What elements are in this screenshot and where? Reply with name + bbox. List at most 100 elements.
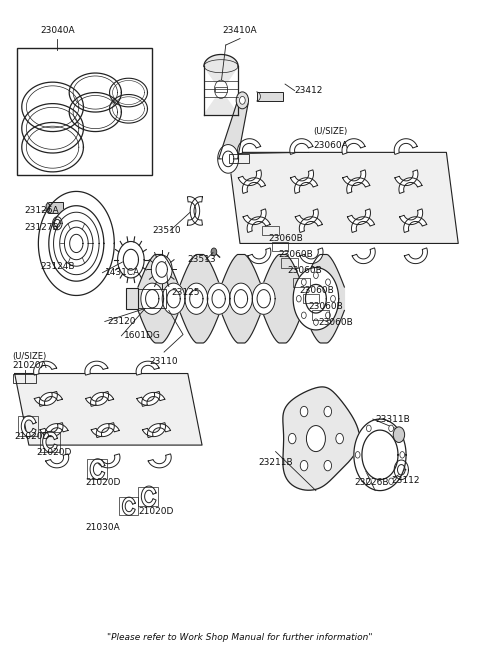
Polygon shape bbox=[147, 424, 170, 438]
Polygon shape bbox=[293, 268, 339, 330]
Bar bbox=[216, 87, 227, 92]
Text: 21030A: 21030A bbox=[86, 523, 120, 532]
Polygon shape bbox=[97, 454, 120, 468]
Polygon shape bbox=[21, 416, 36, 437]
Polygon shape bbox=[54, 213, 99, 275]
Bar bbox=[138, 289, 167, 308]
Polygon shape bbox=[14, 373, 202, 445]
Text: 21020D: 21020D bbox=[36, 448, 72, 457]
Text: 23110: 23110 bbox=[150, 358, 179, 366]
Polygon shape bbox=[137, 392, 160, 405]
Polygon shape bbox=[219, 104, 248, 159]
Text: 23124B: 23124B bbox=[41, 262, 75, 271]
Polygon shape bbox=[204, 54, 238, 115]
Polygon shape bbox=[207, 283, 230, 314]
Polygon shape bbox=[395, 170, 418, 186]
Polygon shape bbox=[228, 152, 458, 243]
Polygon shape bbox=[162, 283, 185, 314]
Polygon shape bbox=[151, 255, 172, 284]
Polygon shape bbox=[239, 170, 261, 186]
Text: 23211B: 23211B bbox=[258, 458, 293, 467]
Polygon shape bbox=[46, 203, 49, 213]
Polygon shape bbox=[46, 454, 69, 468]
Polygon shape bbox=[141, 486, 156, 507]
Polygon shape bbox=[85, 361, 108, 375]
Polygon shape bbox=[295, 209, 318, 224]
Polygon shape bbox=[148, 454, 171, 468]
Circle shape bbox=[331, 295, 336, 302]
Text: 23412: 23412 bbox=[295, 86, 323, 95]
Circle shape bbox=[389, 425, 394, 432]
Text: 23510: 23510 bbox=[152, 226, 181, 235]
Polygon shape bbox=[247, 216, 270, 232]
Bar bbox=[48, 203, 63, 213]
Polygon shape bbox=[141, 283, 164, 314]
Polygon shape bbox=[64, 227, 88, 260]
Bar bbox=[302, 294, 319, 303]
Circle shape bbox=[301, 279, 306, 285]
Circle shape bbox=[301, 312, 306, 319]
Circle shape bbox=[366, 425, 371, 432]
Circle shape bbox=[400, 451, 405, 458]
Polygon shape bbox=[91, 422, 114, 437]
Circle shape bbox=[313, 319, 318, 325]
Text: 23125: 23125 bbox=[171, 288, 200, 297]
Text: "Please refer to Work Shop Manual for further information": "Please refer to Work Shop Manual for fu… bbox=[107, 632, 373, 642]
Bar bbox=[18, 417, 38, 436]
Bar bbox=[87, 459, 107, 479]
Circle shape bbox=[336, 434, 343, 443]
Polygon shape bbox=[118, 241, 144, 278]
Polygon shape bbox=[187, 197, 200, 225]
Polygon shape bbox=[35, 392, 57, 405]
Polygon shape bbox=[91, 392, 114, 406]
Text: 23410A: 23410A bbox=[223, 26, 257, 35]
Polygon shape bbox=[394, 460, 408, 480]
Text: 21020A: 21020A bbox=[12, 361, 47, 370]
Polygon shape bbox=[362, 430, 398, 480]
Polygon shape bbox=[39, 392, 62, 406]
Bar bbox=[120, 497, 138, 516]
Polygon shape bbox=[257, 290, 270, 308]
Polygon shape bbox=[290, 138, 313, 154]
Polygon shape bbox=[238, 138, 261, 154]
Bar bbox=[281, 258, 298, 268]
Polygon shape bbox=[34, 361, 57, 375]
Text: (U/SIZE): (U/SIZE) bbox=[313, 127, 348, 136]
Text: 23060B: 23060B bbox=[300, 286, 334, 295]
Polygon shape bbox=[49, 206, 104, 281]
Text: 23060B: 23060B bbox=[268, 234, 303, 243]
Circle shape bbox=[211, 248, 217, 256]
Bar bbox=[262, 226, 279, 235]
Polygon shape bbox=[138, 255, 344, 343]
Text: 21020D: 21020D bbox=[86, 478, 121, 487]
Polygon shape bbox=[252, 283, 275, 314]
Circle shape bbox=[240, 96, 245, 104]
Text: 23112: 23112 bbox=[392, 476, 420, 485]
Polygon shape bbox=[283, 387, 360, 490]
Bar bbox=[13, 373, 36, 383]
Polygon shape bbox=[404, 248, 427, 264]
Polygon shape bbox=[38, 192, 114, 295]
Polygon shape bbox=[145, 290, 159, 308]
Polygon shape bbox=[229, 283, 252, 314]
Bar bbox=[40, 432, 60, 451]
Bar bbox=[228, 154, 249, 163]
Polygon shape bbox=[43, 432, 57, 452]
Polygon shape bbox=[96, 424, 119, 438]
Polygon shape bbox=[55, 219, 60, 227]
Polygon shape bbox=[300, 248, 323, 264]
Circle shape bbox=[324, 461, 332, 471]
Polygon shape bbox=[40, 422, 63, 437]
Polygon shape bbox=[300, 216, 322, 232]
Polygon shape bbox=[290, 170, 313, 186]
Polygon shape bbox=[400, 209, 423, 224]
Polygon shape bbox=[347, 178, 370, 194]
Polygon shape bbox=[399, 178, 422, 194]
Polygon shape bbox=[212, 290, 225, 308]
Text: 23120: 23120 bbox=[107, 317, 136, 326]
Circle shape bbox=[355, 451, 360, 458]
Text: 23060B: 23060B bbox=[288, 266, 322, 276]
Bar bbox=[293, 278, 310, 287]
Polygon shape bbox=[136, 361, 159, 375]
Polygon shape bbox=[167, 290, 180, 308]
